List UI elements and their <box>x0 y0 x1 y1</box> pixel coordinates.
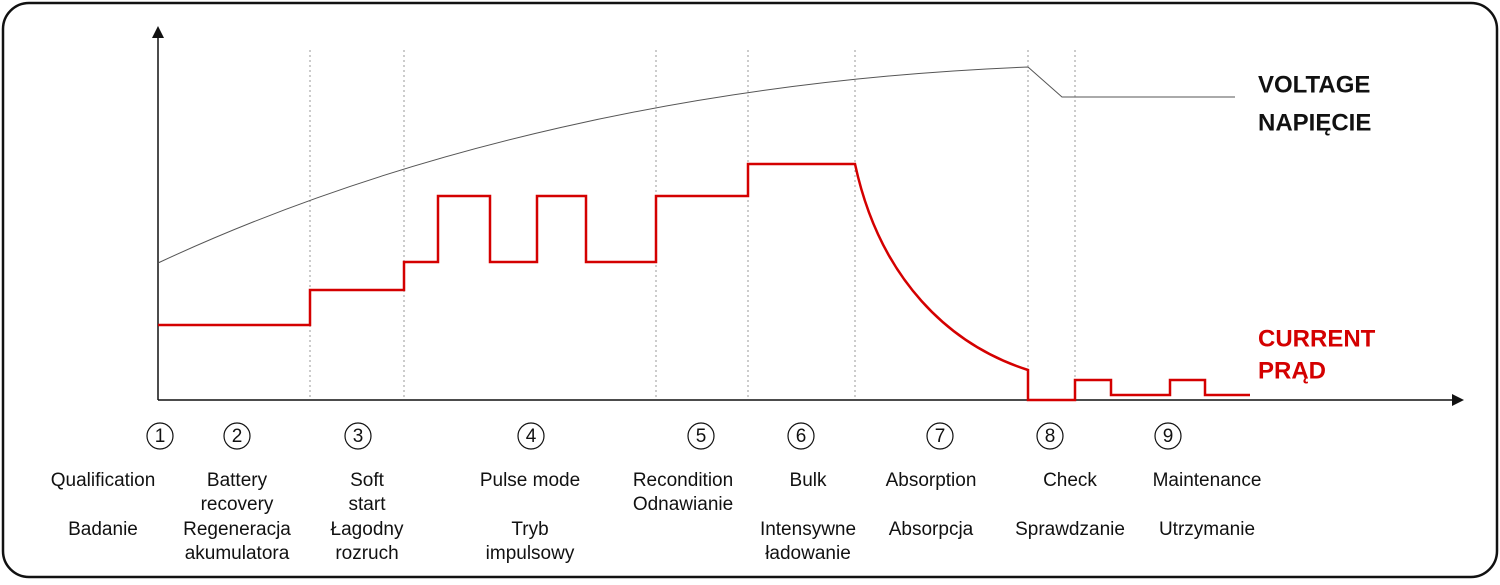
stage-label-pl: akumulatora <box>185 543 290 564</box>
stage-label-en: Maintenance <box>1153 470 1262 491</box>
stage-circle <box>223 422 251 450</box>
stage-label-pl: rozruch <box>335 543 398 564</box>
legend-voltage: NAPIĘCIE <box>1258 109 1371 136</box>
stage-label-pl: Absorpcja <box>889 519 974 540</box>
stage-number: 5 <box>696 426 707 447</box>
stage-number: 4 <box>526 426 537 447</box>
stage-label-pl: Tryb <box>511 519 548 540</box>
stage-label-en: start <box>349 494 387 515</box>
stage-label-pl: impulsowy <box>486 543 575 564</box>
stage-number: 1 <box>155 426 166 447</box>
stage-number: 7 <box>935 426 946 447</box>
stage-label-en: Qualification <box>51 470 156 491</box>
stage-circle <box>344 422 372 450</box>
stage-label-pl: Łagodny <box>331 519 404 540</box>
stage-label-en: Soft <box>350 470 385 491</box>
stage-label-en: Pulse mode <box>480 470 580 491</box>
stage-number: 2 <box>232 426 243 447</box>
stage-circle <box>146 422 174 450</box>
stage-label-pl: Intensywne <box>760 519 856 540</box>
stage-label-pl: Regeneracja <box>183 519 291 540</box>
current-curve <box>158 162 1250 402</box>
stage-circle <box>926 422 954 450</box>
stage-circle <box>1036 422 1064 450</box>
stage-label-pl: Sprawdzanie <box>1015 519 1125 540</box>
stage-label-en: Bulk <box>790 470 827 491</box>
stage-circle <box>787 422 815 450</box>
stage-label-en: Absorption <box>886 470 977 491</box>
stage-label-pl: ładowanie <box>765 543 851 564</box>
stage-number: 8 <box>1045 426 1056 447</box>
stage-label-en: Recondition <box>633 470 733 491</box>
stage-number: 9 <box>1163 426 1174 447</box>
stage-label-pl: Odnawianie <box>633 494 733 515</box>
legend-current: CURRENT <box>1258 325 1376 352</box>
stage-circle <box>1154 422 1182 450</box>
stage-label-en: recovery <box>201 494 274 515</box>
legend-current: PRĄD <box>1258 357 1326 384</box>
stage-label-pl: Utrzymanie <box>1159 519 1255 540</box>
legend-voltage: VOLTAGE <box>1258 71 1370 98</box>
stage-label-en: Check <box>1043 470 1097 491</box>
stage-number: 3 <box>353 426 364 447</box>
stage-label-en: Battery <box>207 470 268 491</box>
voltage-curve <box>157 66 1235 264</box>
stage-circle <box>517 422 545 450</box>
stage-number: 6 <box>796 426 807 447</box>
stage-label-pl: Badanie <box>68 519 138 540</box>
stage-dividers <box>309 50 1076 400</box>
stage-circle <box>687 422 715 450</box>
